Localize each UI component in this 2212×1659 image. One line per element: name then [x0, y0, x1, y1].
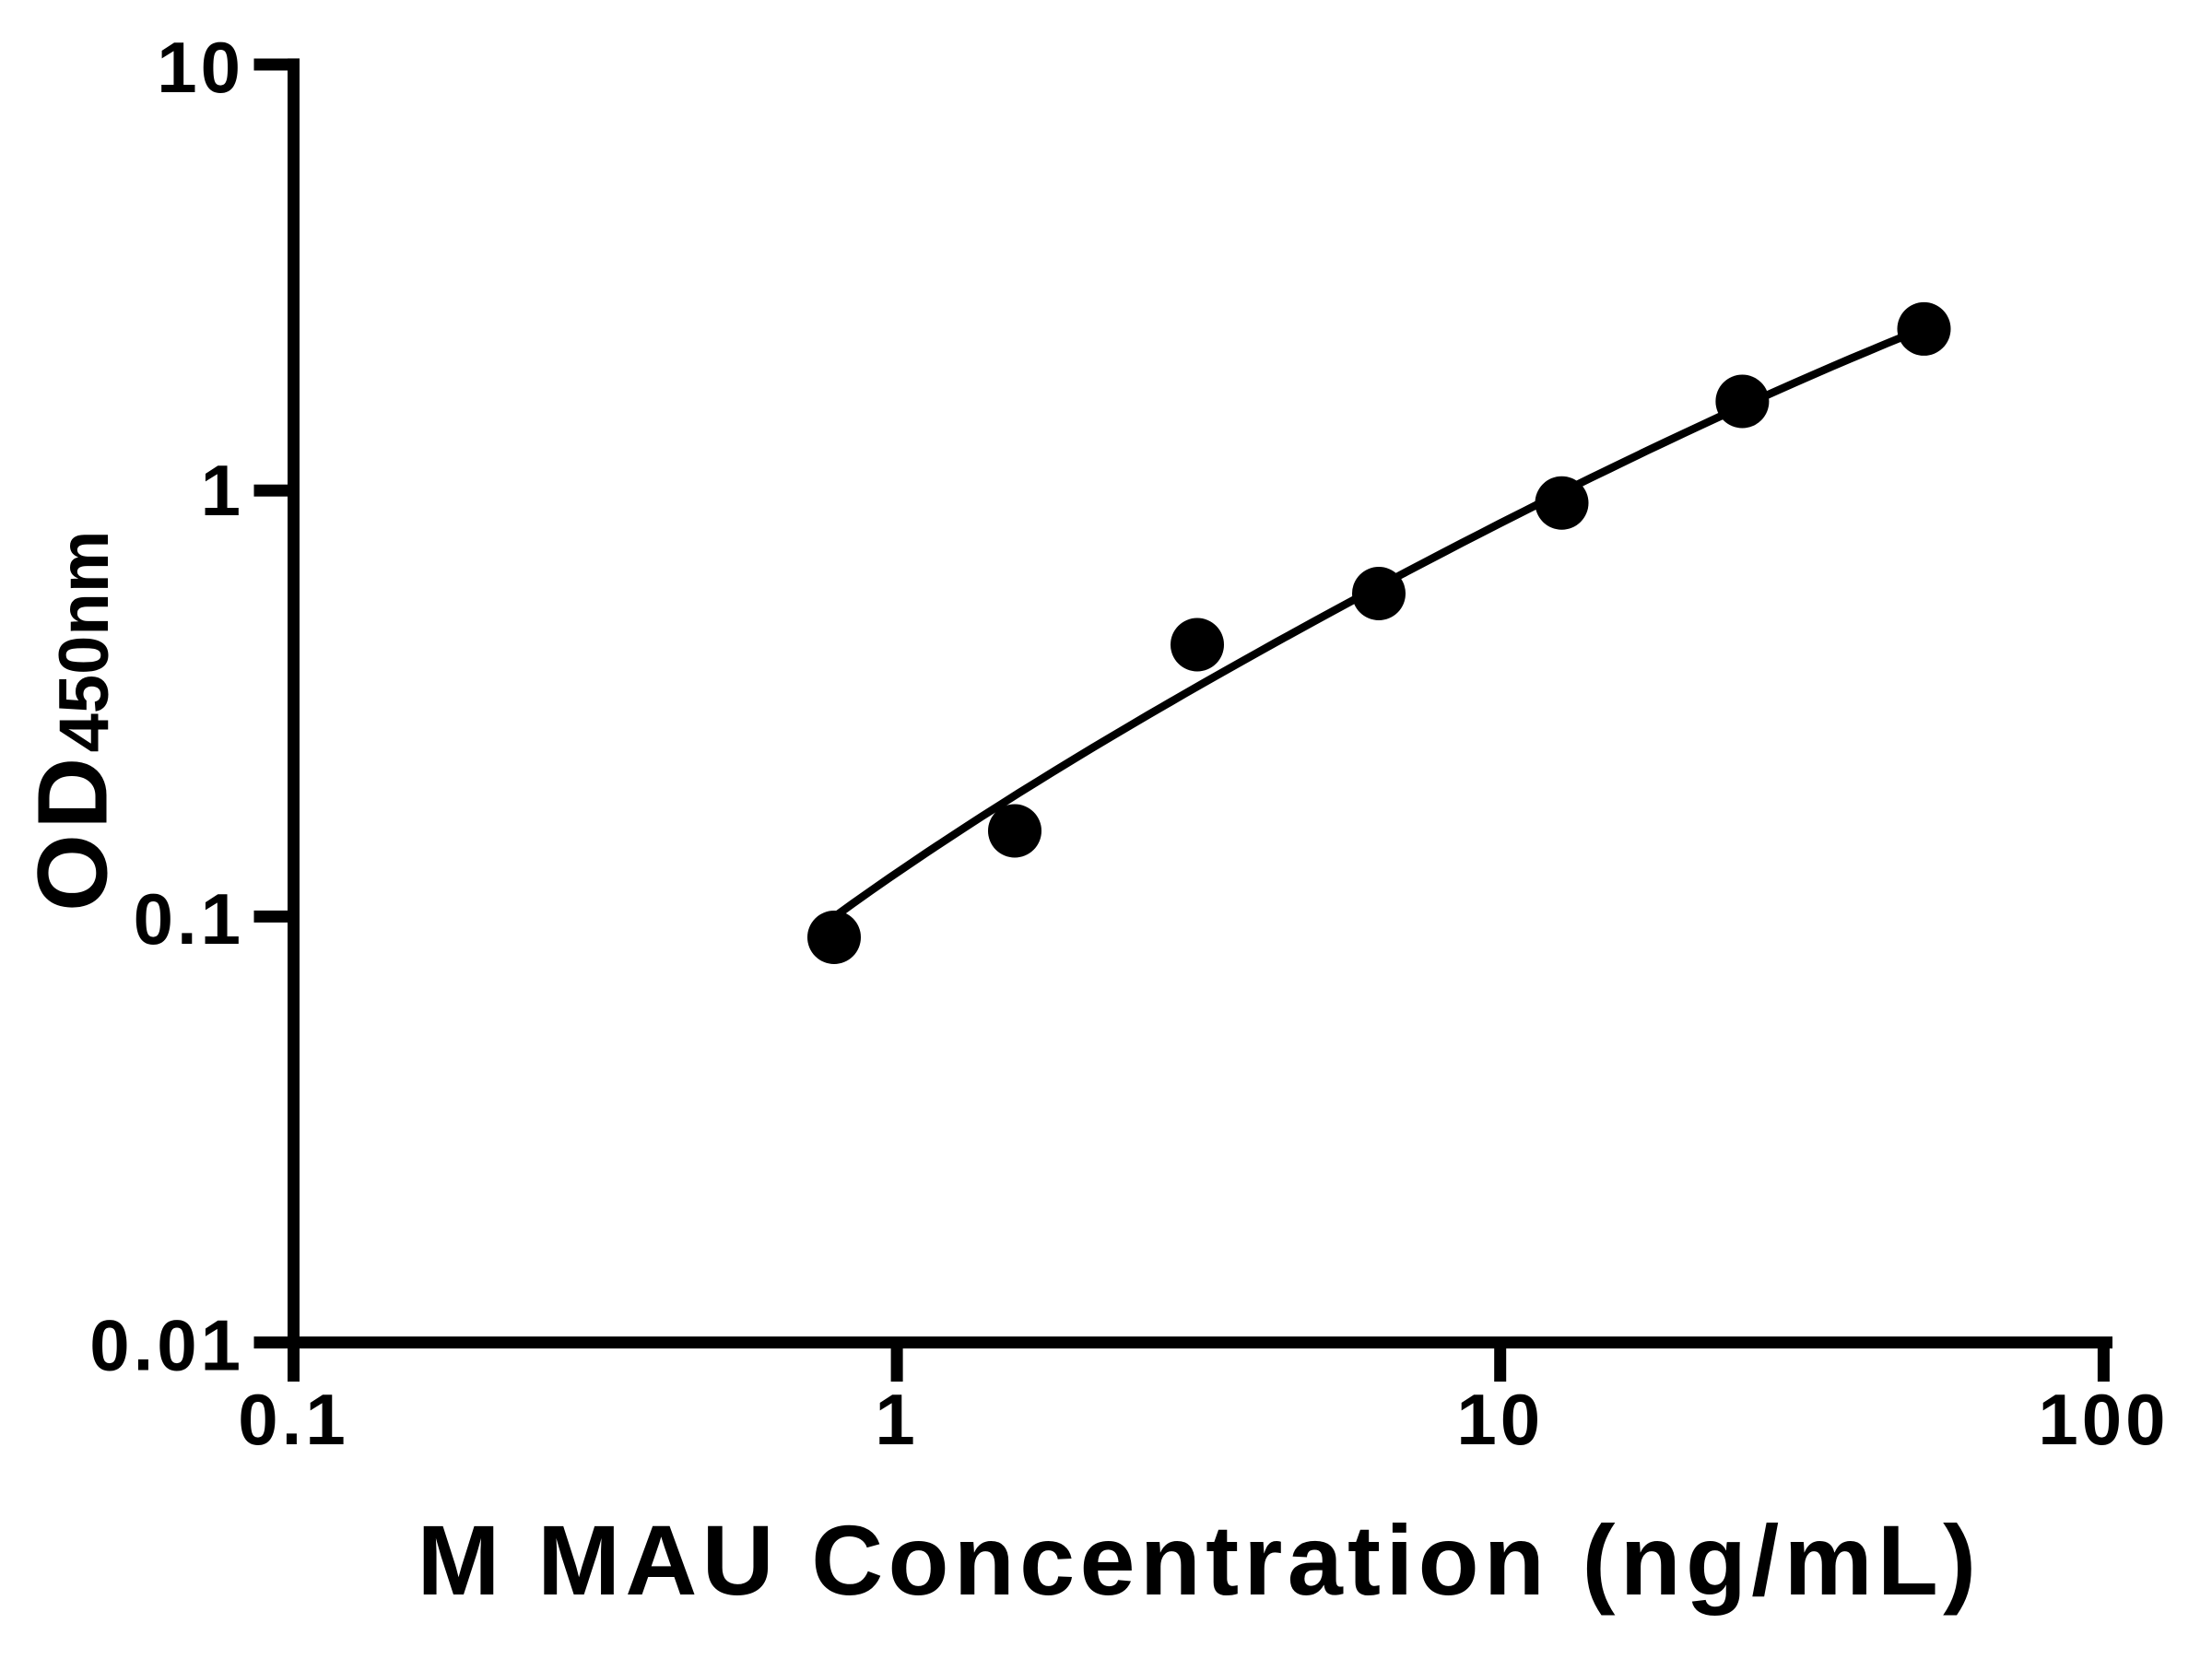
svg-text:10: 10 [157, 27, 244, 108]
svg-text:1: 1 [875, 1379, 918, 1460]
svg-text:0.1: 0.1 [134, 878, 244, 959]
svg-text:M MAU Concentration (ng/mL): M MAU Concentration (ng/mL) [418, 1504, 1982, 1616]
svg-text:100: 100 [2038, 1379, 2169, 1460]
svg-text:1: 1 [201, 450, 244, 531]
svg-text:OD450nm: OD450nm [17, 531, 128, 912]
svg-text:0.01: 0.01 [89, 1305, 244, 1386]
svg-text:10: 10 [1456, 1379, 1544, 1460]
svg-text:0.1: 0.1 [238, 1379, 348, 1460]
